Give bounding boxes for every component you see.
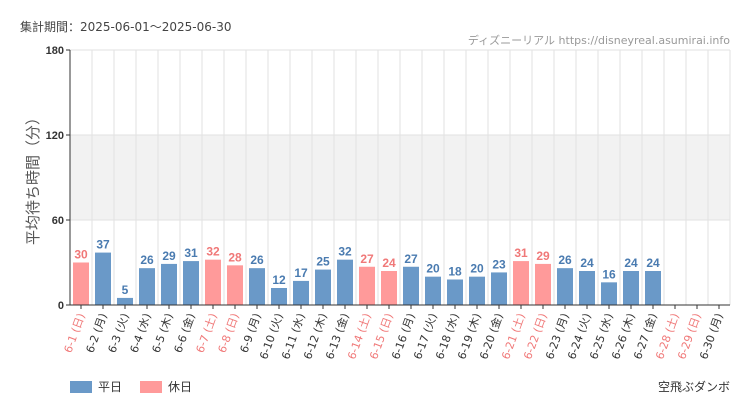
bar-value-label: 29: [162, 249, 176, 263]
bar-value-label: 32: [338, 245, 352, 259]
bar-value-label: 31: [184, 246, 198, 260]
legend: 平日 休日: [70, 378, 192, 395]
y-tick-label: 180: [46, 45, 64, 57]
collection-period: 集計期間：2025-06-01～2025-06-30: [20, 20, 232, 34]
bar: [315, 269, 331, 305]
legend-item-weekday: 平日: [70, 378, 122, 395]
bar-value-label: 27: [360, 252, 374, 266]
bar-value-label: 32: [206, 245, 220, 259]
bar-value-label: 20: [470, 262, 484, 276]
bar: [337, 259, 353, 305]
bar: [95, 252, 111, 305]
bar: [535, 263, 551, 305]
legend-swatch-holiday: [140, 380, 163, 393]
bar: [425, 276, 441, 305]
bar-value-label: 24: [382, 256, 396, 270]
bar-value-label: 5: [122, 283, 129, 297]
bar: [579, 271, 595, 305]
bar: [139, 268, 155, 305]
bar: [513, 261, 529, 305]
y-tick-label: 60: [52, 215, 64, 227]
bar: [183, 261, 199, 305]
bar-value-label: 31: [514, 246, 528, 260]
bar: [623, 271, 639, 305]
bar: [205, 259, 221, 305]
legend-label-holiday: 休日: [168, 380, 193, 394]
legend-item-holiday: 休日: [140, 378, 192, 395]
y-tick-label: 0: [58, 300, 64, 312]
bar-value-label: 26: [250, 253, 264, 267]
bar-value-label: 24: [646, 256, 660, 270]
bar: [359, 266, 375, 305]
bar: [249, 268, 265, 305]
bar: [271, 288, 287, 305]
bar-value-label: 16: [602, 267, 616, 281]
bar-value-label: 12: [272, 273, 286, 287]
bar-value-label: 26: [140, 253, 154, 267]
attraction-name: 空飛ぶダンボ: [657, 380, 730, 394]
legend-label-weekday: 平日: [98, 380, 123, 394]
bar: [73, 262, 89, 305]
y-tick-label: 120: [46, 130, 64, 142]
bar: [161, 263, 177, 305]
bar: [293, 280, 309, 305]
legend-swatch-weekday: [70, 380, 92, 393]
bar: [491, 272, 507, 305]
bar: [601, 282, 617, 305]
bar-value-label: 27: [404, 252, 418, 266]
bar-value-label: 26: [558, 253, 572, 267]
bar: [447, 279, 463, 305]
bar-value-label: 29: [536, 249, 550, 263]
site-credit: ディズニーリアル https://disneyreal.asumirai.inf…: [467, 34, 730, 47]
bar: [117, 297, 133, 305]
bar-value-label: 37: [96, 238, 110, 252]
bar: [469, 276, 485, 305]
bar-value-label: 24: [580, 256, 594, 270]
y-axis-title: 平均待ち時間（分）: [24, 110, 42, 245]
bar-value-label: 30: [74, 248, 88, 262]
bar: [227, 265, 243, 305]
bar: [557, 268, 573, 305]
bar: [403, 266, 419, 305]
bar: [645, 271, 661, 305]
bar-value-label: 28: [228, 250, 242, 264]
bar-value-label: 24: [624, 256, 638, 270]
bar-value-label: 23: [492, 257, 506, 271]
bar-value-label: 17: [294, 266, 308, 280]
bar-value-label: 25: [316, 255, 330, 269]
bar-value-label: 20: [426, 262, 440, 276]
bar: [381, 271, 397, 305]
bar-value-label: 18: [448, 265, 462, 279]
